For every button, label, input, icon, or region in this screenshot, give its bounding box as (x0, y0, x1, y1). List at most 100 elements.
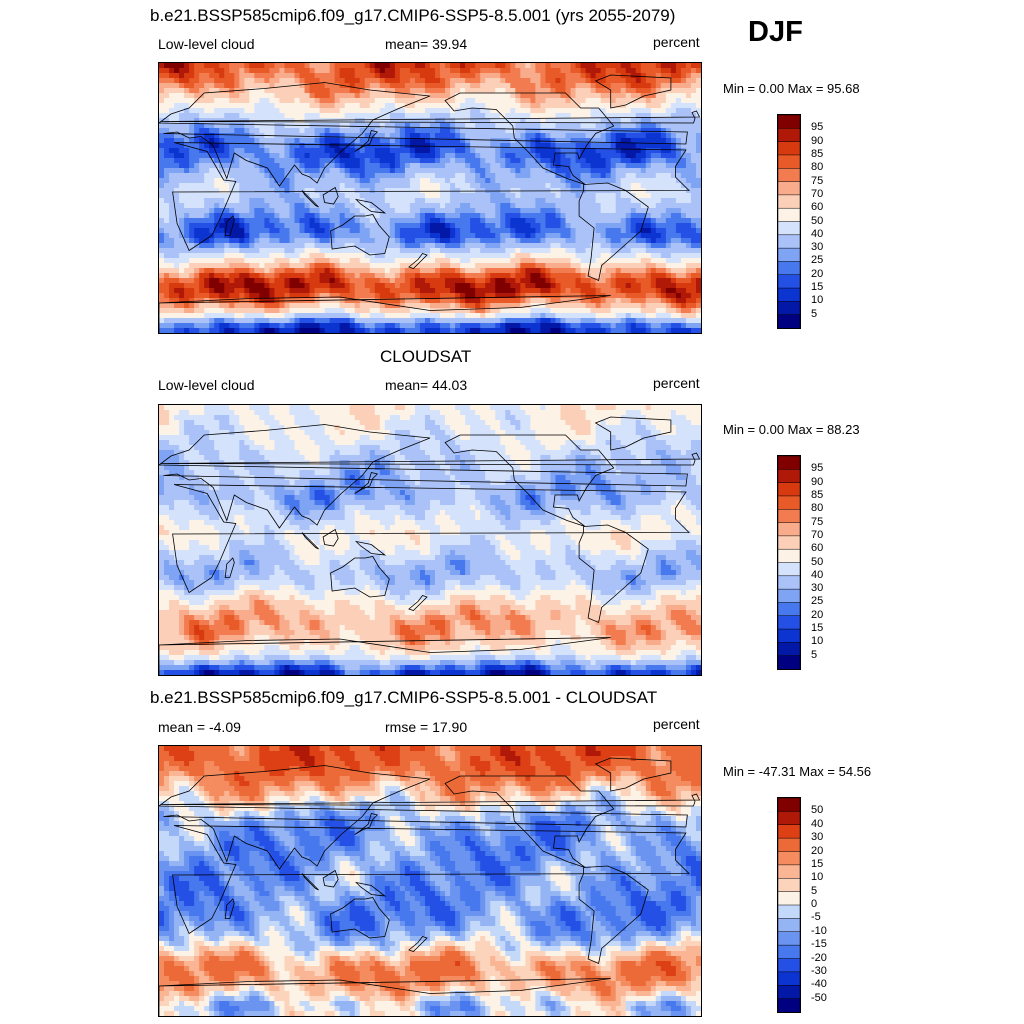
contour-cell (665, 178, 672, 184)
contour-cell (384, 283, 391, 289)
contour-cell (359, 123, 366, 129)
contour-cell (475, 108, 481, 114)
contour-cell (520, 133, 526, 139)
contour-cell (430, 93, 436, 99)
contour-cell (530, 263, 536, 269)
contour-cell (595, 213, 602, 219)
contour-cell (254, 138, 260, 144)
contour-cell (660, 218, 667, 224)
contour-cell (525, 268, 531, 274)
contour-cell (630, 218, 637, 224)
contour-cell (515, 68, 521, 74)
contour-cell (670, 123, 677, 129)
contour-cell (680, 148, 687, 154)
contour-cell (480, 153, 486, 159)
contour-cell (314, 168, 321, 174)
contour-cell (329, 63, 336, 69)
contour-cell (535, 113, 542, 119)
contour-cell (299, 228, 306, 234)
contour-cell (194, 258, 200, 264)
contour-cell (665, 198, 672, 204)
contour-cell (304, 248, 311, 254)
contour-cell (510, 153, 516, 159)
contour-cell (600, 193, 607, 199)
contour-cell (475, 218, 481, 224)
contour-cell (279, 88, 286, 94)
contour-cell (179, 223, 185, 229)
contour-cell (279, 183, 286, 189)
contour-cell (419, 238, 426, 244)
contour-cell (199, 138, 205, 144)
contour-cell (219, 253, 225, 259)
contour-cell (374, 278, 381, 284)
contour-cell (214, 263, 220, 269)
contour-cell (480, 73, 486, 79)
contour-cell (520, 243, 526, 249)
contour-cell (284, 243, 291, 249)
contour-cell (179, 98, 185, 104)
contour-cell (595, 143, 602, 149)
contour-cell (550, 143, 557, 149)
contour-cell (480, 273, 486, 279)
contour-cell (535, 198, 542, 204)
contour-cell (174, 273, 180, 279)
contour-cell (555, 208, 562, 214)
contour-cell (520, 108, 526, 114)
contour-cell (249, 213, 255, 219)
contour-cell (440, 278, 446, 284)
contour-cell (234, 83, 240, 89)
contour-cell (344, 133, 351, 139)
contour-cell (194, 78, 200, 84)
contour-cell (374, 233, 381, 239)
contour-cell (289, 158, 296, 164)
contour-cell (214, 183, 220, 189)
contour-cell (455, 108, 461, 114)
contour-cell (670, 233, 677, 239)
contour-cell (239, 63, 245, 69)
contour-cell (349, 193, 356, 199)
contour-cell (560, 278, 567, 284)
contour-cell (510, 118, 516, 124)
contour-cell (219, 98, 225, 104)
contour-cell (590, 218, 597, 224)
contour-cell (229, 208, 235, 214)
contour-cell (194, 88, 200, 94)
contour-cell (635, 238, 642, 244)
contour-cell (660, 103, 667, 109)
contour-cell (495, 263, 501, 269)
contour-cell (374, 253, 381, 259)
contour-cell (404, 228, 411, 234)
contour-cell (199, 153, 205, 159)
contour-cell (470, 203, 476, 209)
contour-cell (164, 278, 170, 284)
contour-cell (254, 173, 260, 179)
contour-cell (495, 123, 501, 129)
contour-cell (279, 138, 286, 144)
contour-cell (314, 208, 321, 214)
contour-cell (570, 118, 577, 124)
contour-cell (635, 83, 642, 89)
contour-cell (435, 108, 441, 114)
contour-cell (184, 83, 190, 89)
contour-cell (480, 278, 486, 284)
contour-cell (675, 143, 682, 149)
contour-cell (665, 183, 672, 189)
contour-cell (565, 248, 572, 254)
contour-cell (475, 288, 481, 294)
contour-cell (424, 68, 431, 74)
contour-cell (685, 163, 692, 169)
contour-cell (389, 273, 396, 279)
contour-cell (354, 158, 361, 164)
contour-cell (324, 273, 331, 279)
contour-cell (174, 63, 180, 69)
contour-cell (204, 113, 210, 119)
contour-cell (394, 223, 401, 229)
contour-cell (625, 93, 632, 99)
contour-cell (254, 123, 260, 129)
contour-cell (475, 138, 481, 144)
contour-cell (465, 278, 471, 284)
contour-cell (480, 243, 486, 249)
contour-cell (690, 273, 697, 279)
contour-cell (635, 148, 642, 154)
contour-cell (229, 108, 235, 114)
